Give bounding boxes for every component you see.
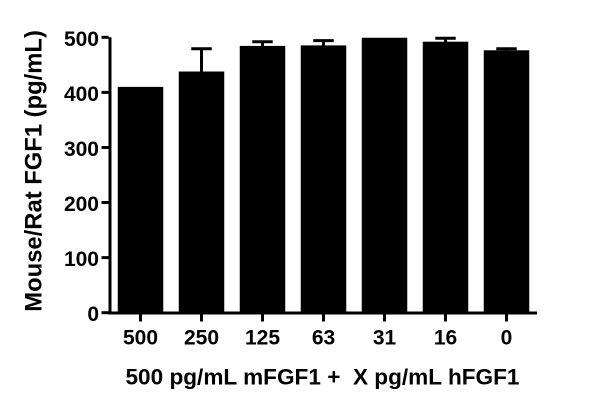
svg-text:400: 400 (64, 83, 99, 106)
svg-text:200: 200 (64, 193, 99, 216)
svg-text:16: 16 (434, 326, 457, 349)
svg-text:Mouse/Rat FGF1 (pg/mL): Mouse/Rat FGF1 (pg/mL) (21, 30, 48, 312)
svg-text:500: 500 (64, 28, 99, 51)
svg-text:250: 250 (184, 326, 219, 349)
svg-text:63: 63 (312, 326, 335, 349)
svg-text:500 pg/mL mFGF1 + X pg/mL hFG: 500 pg/mL mFGF1 + X pg/mL hFGF1 (125, 365, 519, 390)
svg-text:100: 100 (64, 248, 99, 271)
svg-text:125: 125 (245, 326, 280, 349)
svg-text:31: 31 (373, 326, 397, 349)
svg-text:500: 500 (123, 326, 158, 349)
svg-text:300: 300 (64, 138, 99, 161)
svg-text:0: 0 (87, 303, 99, 326)
svg-text:0: 0 (501, 326, 513, 349)
